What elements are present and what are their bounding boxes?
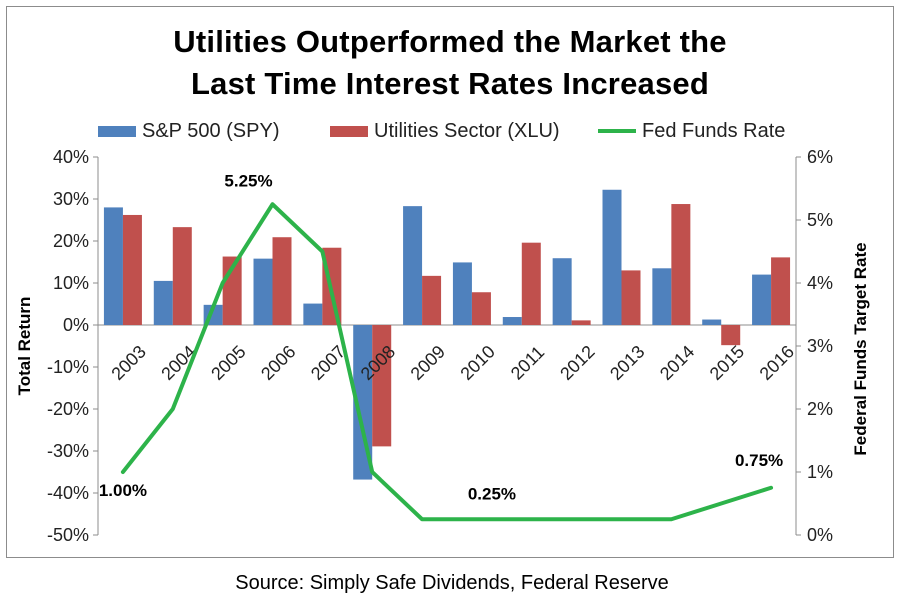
- x-tick-label: 2012: [556, 342, 598, 384]
- x-tick-label: 2003: [107, 342, 149, 384]
- bar-xlu: [521, 242, 541, 325]
- y2-tick-label: 5%: [807, 210, 833, 230]
- x-tick-label: 2006: [257, 342, 299, 384]
- y-tick-label: 40%: [53, 147, 89, 167]
- y2-tick-label: 1%: [807, 462, 833, 482]
- y2-tick-label: 0%: [807, 525, 833, 545]
- bar-spy: [403, 206, 423, 325]
- x-tick-label: 2016: [756, 342, 798, 384]
- bar-spy: [702, 319, 722, 325]
- x-tick-label: 2010: [456, 342, 498, 384]
- bar-spy: [552, 258, 572, 325]
- bar-spy: [303, 303, 323, 325]
- legend-label-spy: S&P 500 (SPY): [142, 119, 280, 142]
- y-tick-label: 20%: [53, 231, 89, 251]
- y2-tick-label: 4%: [807, 273, 833, 293]
- bar-xlu: [471, 292, 491, 325]
- chart-plot: 40% 30% 20% 10% 0% -10% -20% -30% -40% -50% 6% 5% 4%…: [15, 147, 870, 545]
- bar-xlu: [122, 214, 142, 325]
- data-label: 5.25%: [224, 171, 272, 190]
- legend-item-spy: S&P 500 (SPY): [98, 118, 279, 144]
- legend-label-fed: Fed Funds Rate: [642, 119, 786, 142]
- chart-title-line-1: Utilities Outperformed the Market the: [173, 24, 727, 59]
- y-tick-label: 0%: [63, 315, 89, 335]
- y-tick-label: 10%: [53, 273, 89, 293]
- x-tick-label: 2014: [656, 342, 698, 384]
- bar-spy: [502, 317, 522, 325]
- bar-xlu: [372, 325, 392, 447]
- bar-xlu: [621, 270, 641, 325]
- y2-tick-label: 2%: [807, 399, 833, 419]
- bar-spy: [452, 262, 472, 325]
- legend-swatch-spy: [98, 125, 136, 137]
- x-tick-label: 2005: [207, 342, 249, 384]
- x-tick-label: 2009: [407, 342, 449, 384]
- bar-xlu: [172, 227, 192, 325]
- y-tick-label: -50%: [47, 525, 89, 545]
- data-label: 0.25%: [468, 484, 516, 503]
- bar-spy: [103, 207, 123, 325]
- bar-spy: [602, 189, 622, 325]
- bar-xlu: [671, 204, 691, 325]
- y2-tick-label: 3%: [807, 336, 833, 356]
- source-caption: Source: Simply Safe Dividends, Federal R…: [235, 572, 669, 594]
- bar-xlu: [771, 257, 791, 325]
- y-tick-label: -40%: [47, 483, 89, 503]
- data-label: 0.75%: [735, 451, 783, 470]
- legend-label-xlu: Utilities Sector (XLU): [374, 119, 560, 142]
- y-tick-label: 30%: [53, 189, 89, 209]
- y-tick-label: -20%: [47, 399, 89, 419]
- bar-spy: [652, 268, 672, 325]
- legend-swatch-xlu: [330, 125, 368, 137]
- data-label: 1.00%: [99, 481, 147, 500]
- bar-spy: [353, 325, 373, 480]
- y-axis-title: Total Return: [15, 297, 34, 396]
- y-tick-label: -30%: [47, 441, 89, 461]
- x-tick-label: 2015: [706, 342, 748, 384]
- x-tick-label: 2004: [157, 342, 199, 384]
- x-tick-label: 2013: [606, 342, 648, 384]
- legend-swatch-fed: [598, 129, 636, 133]
- bar-xlu: [721, 325, 741, 346]
- bar-spy: [752, 274, 772, 325]
- bar-xlu: [571, 320, 591, 325]
- series-line-fed-funds: [120, 202, 774, 522]
- legend-item-fed: Fed Funds Rate: [598, 118, 785, 144]
- y-tick-label: -10%: [47, 357, 89, 377]
- y2-axis-title: Federal Funds Target Rate: [851, 242, 870, 455]
- x-tick-label: 2011: [507, 342, 549, 384]
- legend-item-xlu: Utilities Sector (XLU): [330, 118, 560, 144]
- bar-xlu: [272, 237, 292, 325]
- chart-title-line-2: Last Time Interest Rates Increased: [191, 66, 709, 101]
- bar-spy: [253, 258, 273, 325]
- bar-xlu: [422, 275, 442, 325]
- bar-spy: [153, 280, 173, 325]
- y2-tick-label: 6%: [807, 147, 833, 167]
- chart-legend: S&P 500 (SPY) Utilities Sector (XLU) Fed…: [0, 118, 904, 144]
